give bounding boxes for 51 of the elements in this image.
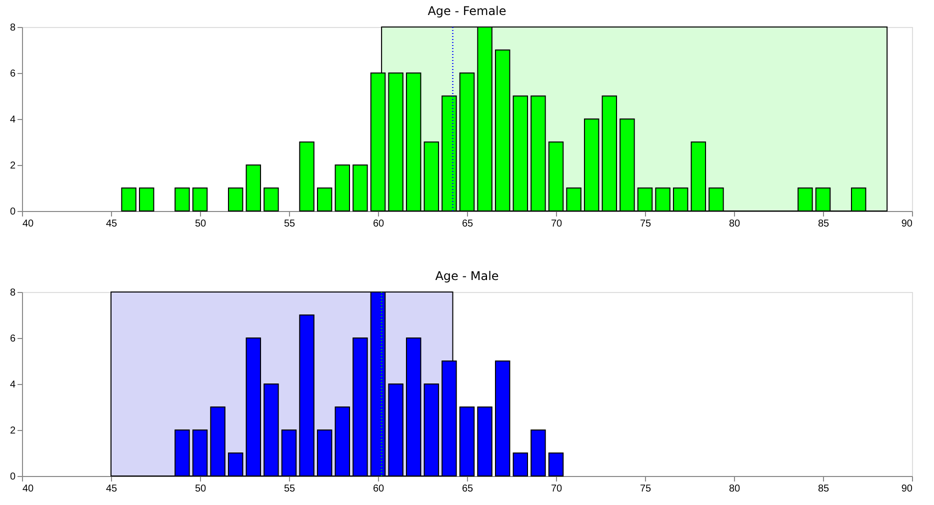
x-tick-label: 60 (372, 484, 384, 494)
bar (477, 406, 492, 476)
x-tick-label: 45 (106, 484, 118, 494)
x-tick-label: 55 (284, 484, 296, 494)
x-tick-label: 70 (550, 484, 562, 494)
x-tick-label: 60 (372, 218, 384, 230)
bar (459, 406, 475, 476)
bar (299, 142, 314, 212)
bar (228, 188, 244, 212)
x-tick-label: 90 (901, 218, 913, 230)
x-tick-label: 90 (901, 484, 913, 494)
y-tick-label: 8 (10, 288, 16, 298)
x-tick-label: 40 (22, 218, 34, 230)
bar (352, 164, 368, 212)
bar (494, 360, 510, 476)
chart-title: Age - Male (435, 269, 499, 283)
x-tick-label: 55 (284, 218, 296, 230)
bar (138, 188, 154, 212)
bar (512, 452, 528, 476)
y-tick-label: 2 (10, 160, 16, 172)
y-tick-label: 0 (10, 472, 16, 482)
y-tick-label: 4 (10, 380, 16, 390)
bar (121, 188, 136, 212)
x-tick-label: 70 (550, 218, 562, 230)
y-tick-label: 6 (10, 68, 16, 80)
x-tick-label: 40 (22, 484, 34, 494)
chart-title: Age - Female (428, 4, 506, 18)
x-tick-label: 75 (640, 218, 652, 230)
x-tick-label: 80 (728, 484, 740, 494)
x-tick-label: 50 (194, 218, 206, 230)
y-tick-label: 2 (10, 426, 16, 436)
bar (174, 188, 190, 212)
y-tick-label: 0 (10, 206, 16, 218)
bar (246, 164, 262, 212)
bar (334, 164, 350, 212)
x-tick-label: 65 (462, 484, 474, 494)
y-tick-label: 6 (10, 334, 16, 344)
x-tick-label: 45 (106, 218, 118, 230)
bar (192, 188, 208, 212)
x-tick-label: 80 (728, 218, 740, 230)
bar (264, 188, 279, 212)
y-tick-label: 4 (10, 114, 16, 126)
bar (316, 188, 332, 212)
x-tick-label: 85 (818, 218, 830, 230)
x-tick-label: 85 (818, 484, 830, 494)
y-tick-label: 8 (10, 22, 16, 34)
x-tick-label: 50 (194, 484, 206, 494)
x-tick-label: 65 (462, 218, 474, 230)
bar (530, 430, 546, 476)
x-tick-label: 75 (640, 484, 652, 494)
bar (548, 452, 564, 476)
